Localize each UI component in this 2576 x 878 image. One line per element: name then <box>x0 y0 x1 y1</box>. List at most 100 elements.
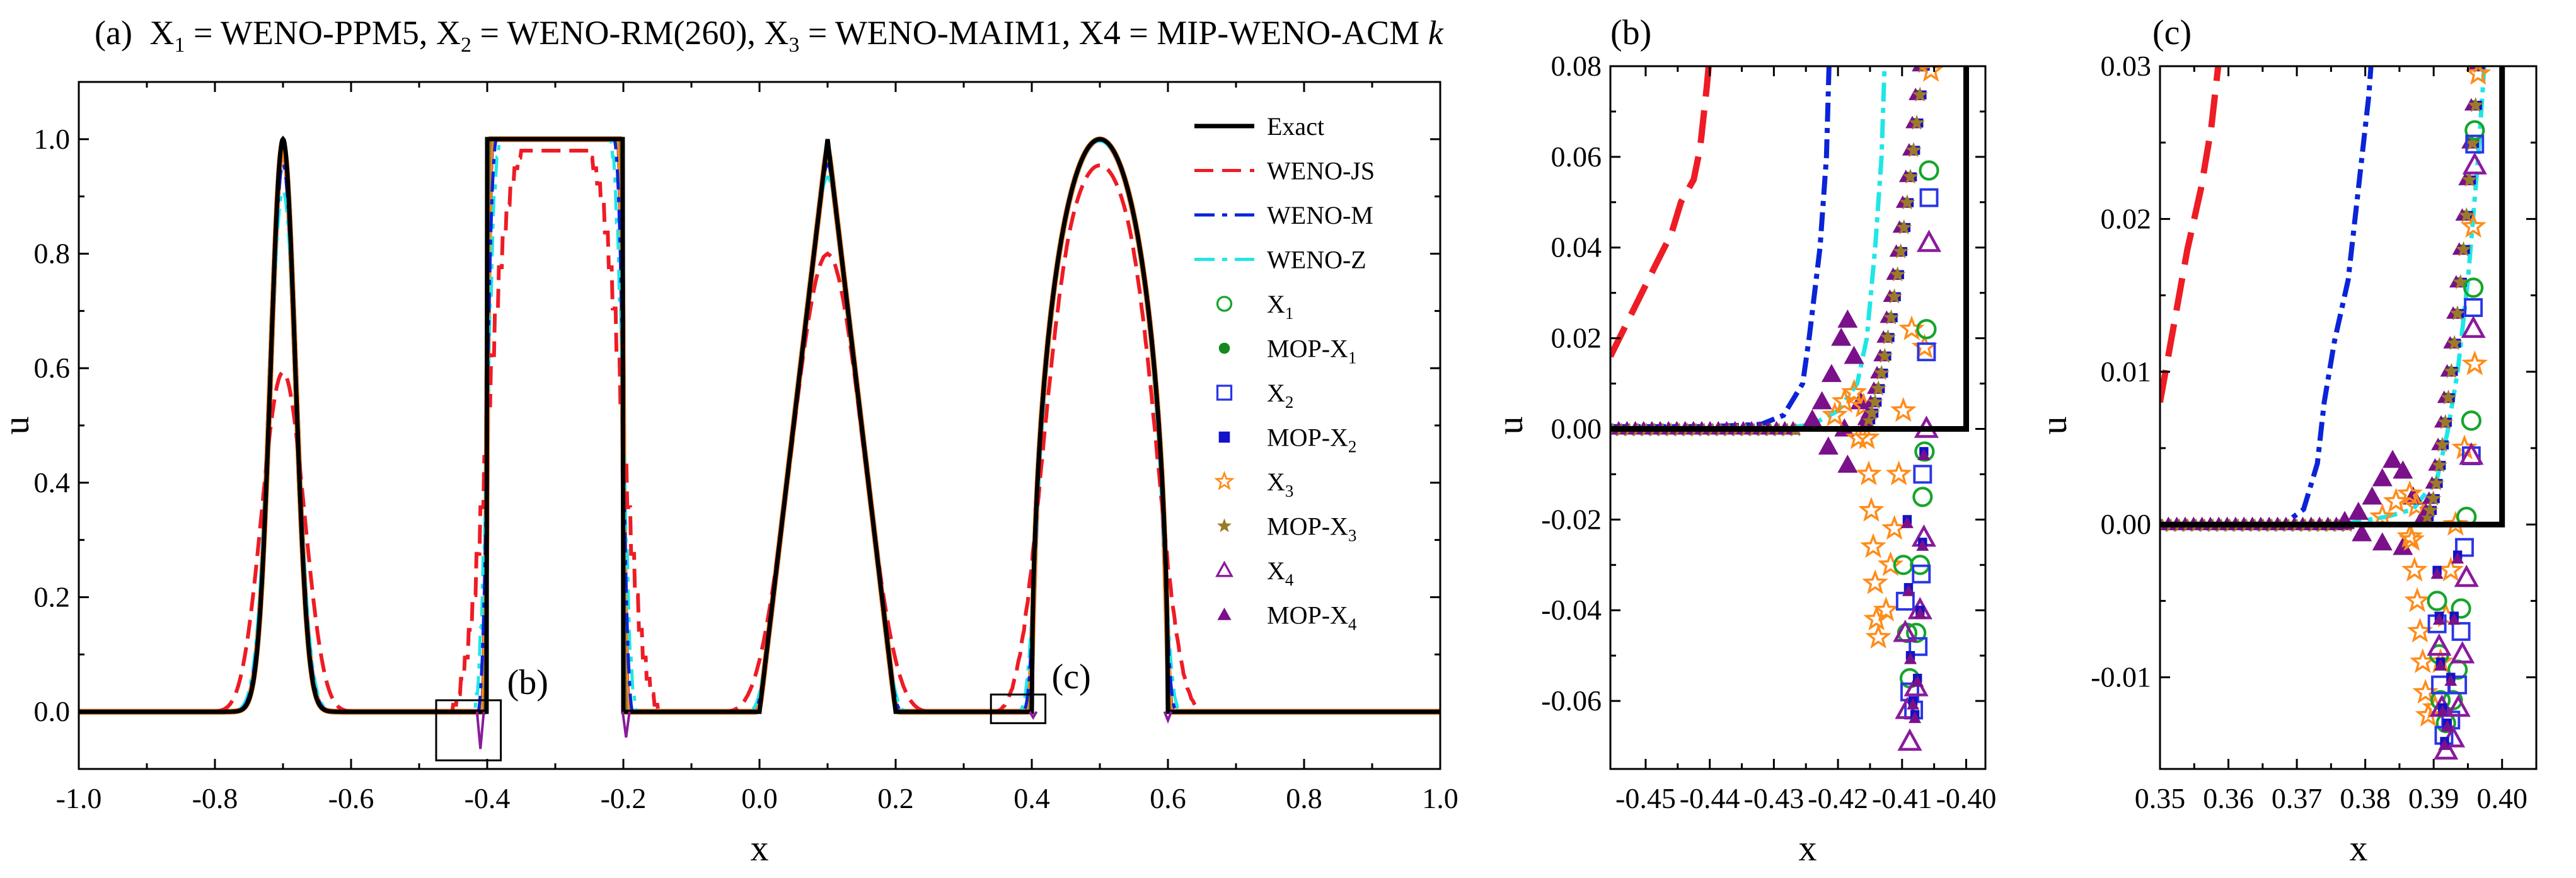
zoom-mark-x2 <box>1912 564 1931 584</box>
zoom-mark-mop-x3 <box>1870 380 1886 396</box>
zoom-series-exact <box>1610 66 1969 432</box>
zoom-series-weno-m <box>2160 66 2374 528</box>
legend-label: MOP-X4 <box>1267 601 1357 634</box>
a-xtick-label: 0.6 <box>1150 782 1186 814</box>
series-mop-x2 <box>79 137 1440 714</box>
zoom-mark-bump <box>1802 409 1823 428</box>
a-xtick-label: 0.2 <box>877 782 914 814</box>
zoom-mark-mop-x3 <box>1864 405 1880 420</box>
panel-a-ylabel: u <box>0 417 37 435</box>
zoom-mark-x2 <box>1913 465 1932 484</box>
zoom-mark-mop-x3 <box>1899 194 1915 210</box>
legend-label: MOP-X1 <box>1267 335 1356 367</box>
xtick-label: -0.42 <box>1808 782 1868 814</box>
ytick-label: 0.04 <box>1551 231 1602 263</box>
zoom-mark-x3 <box>2442 511 2469 536</box>
zoom-mark-bump <box>2393 460 2413 479</box>
zoom-mark-x3 <box>2406 618 2434 643</box>
zoom-mark-bump <box>1837 309 1858 328</box>
a-xtick-label: -0.6 <box>328 782 374 814</box>
xtick-label: 0.40 <box>2476 782 2527 814</box>
zoom-mark-x1 <box>1914 441 1935 462</box>
zoom-mark-x1 <box>1919 160 1939 181</box>
zoom-mark-x4 <box>2454 564 2479 587</box>
zoom-mark-mop-x3 <box>2440 389 2457 405</box>
ytick-label: 0.06 <box>1551 141 1602 173</box>
zoom-mark-mop-x4 <box>2444 674 2458 686</box>
legend-marker <box>1215 560 1233 577</box>
zoom-mark-mop-x4 <box>2432 613 2446 625</box>
panel-a-zoom-boxes: (b) (c) <box>435 657 1091 761</box>
zoom-mark-mop-x4 <box>2436 705 2449 717</box>
zoom-mark-x4 <box>2427 633 2452 656</box>
zoom-mark-mop-x3 <box>1861 411 1877 427</box>
zoom-mark-x2 <box>2451 621 2471 641</box>
zoom-mark-x4 <box>1897 728 1922 751</box>
zoom-mark-mop-x3 <box>2422 502 2439 517</box>
panel-b-ticks: -0.45 -0.44 -0.43 -0.42 -0.41 -0.40 -0.06 -0.04… <box>1541 50 1996 814</box>
zoom-mark-mop-x3 <box>1880 329 1896 345</box>
zoom-mark-x3 <box>2401 557 2428 582</box>
title-x4: X4 = MIP-WENO-ACM <box>1079 14 1428 52</box>
legend-item: WENO-Z <box>1194 246 1366 274</box>
zoom-mark-x4 <box>1893 620 1918 642</box>
a-xtick-label: 1.0 <box>1422 782 1458 814</box>
zoom-mark-bump <box>1831 327 1852 346</box>
legend-marker <box>1214 470 1235 490</box>
zoom-mark-x4 <box>1916 229 1942 252</box>
zoom-mark-mop-x4 <box>1904 652 1917 664</box>
title-x1: X <box>149 14 174 52</box>
zoom-mark-mop-x3 <box>1890 266 1906 282</box>
xtick-label: 0.39 <box>2408 782 2459 814</box>
panel-c-ylabel: u <box>2033 417 2074 435</box>
dip-2 <box>1029 711 1038 720</box>
zoom-mark-mop-x3 <box>1912 86 1928 102</box>
a-xtick-label: 0.4 <box>1014 782 1050 814</box>
a-ytick-label: 0.4 <box>34 466 71 499</box>
legend-marker <box>1218 431 1230 443</box>
panel-b-curves <box>1610 66 1969 751</box>
series-mop-x4 <box>79 136 1440 715</box>
zoom-mark-mop-x4 <box>1907 698 1920 710</box>
panel-c: (c) 0.35 0.36 0.37 0.38 0.39 0.40 -0.01 0.00 0.0… <box>2033 13 2538 869</box>
legend-item: X2 <box>1216 379 1293 412</box>
zoom-mark-bump <box>1811 391 1832 410</box>
xtick-label: -0.41 <box>1872 782 1932 814</box>
legend-label: X3 <box>1267 468 1293 500</box>
zoom-mark-mop-x3 <box>1893 243 1909 258</box>
zoom-mark-mop-x3 <box>2434 436 2451 452</box>
dip-0 <box>475 711 485 749</box>
zoom-series-weno-z <box>1610 66 1887 434</box>
zoom-mark-mop-x3 <box>2431 457 2447 473</box>
zoom-mark-mop-x3 <box>2437 413 2454 429</box>
zoom-mark-mop-x3 <box>2452 274 2469 289</box>
zoom-label-b: (b) <box>507 663 548 702</box>
legend-label: X1 <box>1267 290 1293 323</box>
zoom-mark-x4 <box>2450 641 2475 664</box>
zoom-mark-mop-x3 <box>2443 363 2459 378</box>
ytick-label: -0.06 <box>1541 684 1602 717</box>
legend-marker <box>1216 384 1233 401</box>
panel-c-frame <box>2159 65 2538 770</box>
panel-b-label: (b) <box>1610 13 1651 52</box>
zoom-mark-x3 <box>2461 350 2488 376</box>
title-x3: X <box>764 14 788 52</box>
zoom-mark-mop-x4 <box>1902 584 1915 596</box>
zoom-mark-bump <box>2362 486 2383 505</box>
zoom-mark-mop-x4 <box>1900 516 1914 528</box>
zoom-mark-mop-x3 <box>2428 475 2444 490</box>
zoom-mark-x3 <box>1845 424 1872 449</box>
zoom-mark-bump <box>1837 454 1858 473</box>
panel-a: (a) X1 = WENO-PPM5, X2 = WENO-RM(260), X… <box>0 14 1458 869</box>
zoom-mark-x3 <box>2398 526 2425 552</box>
legend-marker <box>1218 342 1230 354</box>
zoom-mark-mop-x3 <box>2468 97 2484 112</box>
zoom-mark-mop-x4 <box>1911 675 1924 687</box>
a-ytick-label: 0.8 <box>34 238 71 270</box>
legend-label: MOP-X3 <box>1267 512 1356 545</box>
zoom-baseline-markers <box>1610 66 1944 751</box>
zoom-mark-bump <box>2352 523 2372 541</box>
zoom-mark-mop-x4 <box>2447 613 2461 625</box>
zoom-mark-x1 <box>1912 487 1933 507</box>
zoom-mark-bump <box>2348 501 2369 520</box>
